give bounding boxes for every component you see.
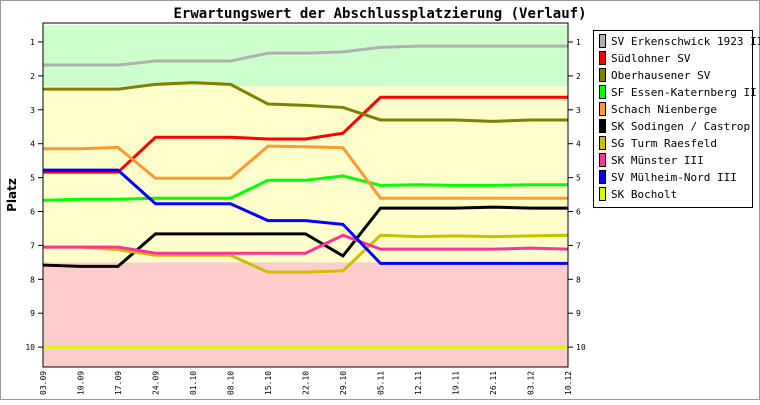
y-tick-label-right: 5 [576, 174, 581, 183]
legend-label: Oberhausener SV [611, 69, 711, 82]
x-tick-label: 12.11 [414, 371, 423, 395]
y-tick-label-right: 6 [576, 208, 581, 217]
y-tick-label-right: 1 [576, 38, 581, 47]
y-tick-label-right: 8 [576, 275, 581, 284]
legend-swatch [600, 171, 606, 184]
legend-swatch [600, 69, 606, 82]
chart-title: Erwartungswert der Abschlussplatzierung … [173, 6, 586, 22]
y-tick-label-left: 4 [30, 140, 35, 149]
legend-swatch [600, 188, 606, 201]
x-tick-label: 29.10 [339, 371, 348, 395]
y-tick-label-left: 8 [30, 275, 35, 284]
y-tick-label-right: 3 [576, 106, 581, 115]
legend-swatch [600, 154, 606, 167]
legend-label: SK Bocholt [611, 188, 677, 201]
legend-label: SK Münster III [611, 154, 704, 167]
x-tick-label: 26.11 [489, 371, 498, 395]
x-tick-label: 03.12 [527, 371, 536, 395]
legend-label: Schach Nienberge [611, 103, 717, 116]
legend: SV Erkenschwick 1923 II Südlohner SV Oberh… [594, 31, 760, 208]
legend-swatch [600, 137, 606, 150]
legend-swatch [600, 120, 606, 133]
legend-label: Südlohner SV [611, 52, 691, 65]
legend-label: SF Essen-Katernberg II [611, 86, 757, 99]
zone-band [43, 262, 568, 367]
legend-swatch [600, 35, 606, 48]
y-axis-label: Platz [5, 178, 19, 212]
x-tick-label: 15.10 [264, 371, 273, 395]
x-tick-label: 01.10 [189, 371, 198, 395]
y-tick-label-left: 3 [30, 106, 35, 115]
y-tick-label-left: 7 [30, 241, 35, 250]
y-tick-label-right: 10 [576, 343, 586, 352]
x-tick-label: 05.11 [377, 371, 386, 395]
rank-zones [43, 25, 568, 367]
x-tick-label: 22.10 [302, 371, 311, 395]
legend-label: SK Sodingen / Castrop [611, 120, 750, 133]
legend-label: SV Mülheim-Nord III [611, 171, 737, 184]
y-tick-label-left: 2 [30, 72, 35, 81]
y-tick-label-right: 2 [576, 72, 581, 81]
x-tick-label: 19.11 [452, 371, 461, 395]
legend-swatch [600, 52, 606, 65]
x-tick-label: 10.09 [77, 371, 86, 395]
y-tick-label-left: 10 [25, 343, 35, 352]
y-tick-label-right: 9 [576, 309, 581, 318]
y-tick-label-left: 6 [30, 208, 35, 217]
x-tick-label: 03.09 [39, 371, 48, 395]
x-tick-label: 08.10 [227, 371, 236, 395]
y-tick-label-left: 1 [30, 38, 35, 47]
y-tick-label-right: 4 [576, 140, 581, 149]
legend-label: SV Erkenschwick 1923 II [611, 35, 760, 48]
x-tick-label: 24.09 [152, 371, 161, 395]
y-tick-label-left: 9 [30, 309, 35, 318]
y-tick-label-left: 5 [30, 174, 35, 183]
legend-swatch [600, 86, 606, 99]
x-tick-label: 10.12 [564, 371, 573, 395]
legend-swatch [600, 103, 606, 116]
y-tick-label-right: 7 [576, 241, 581, 250]
legend-label: SG Turm Raesfeld [611, 137, 717, 150]
zone-band [43, 25, 568, 86]
x-tick-label: 17.09 [114, 371, 123, 395]
